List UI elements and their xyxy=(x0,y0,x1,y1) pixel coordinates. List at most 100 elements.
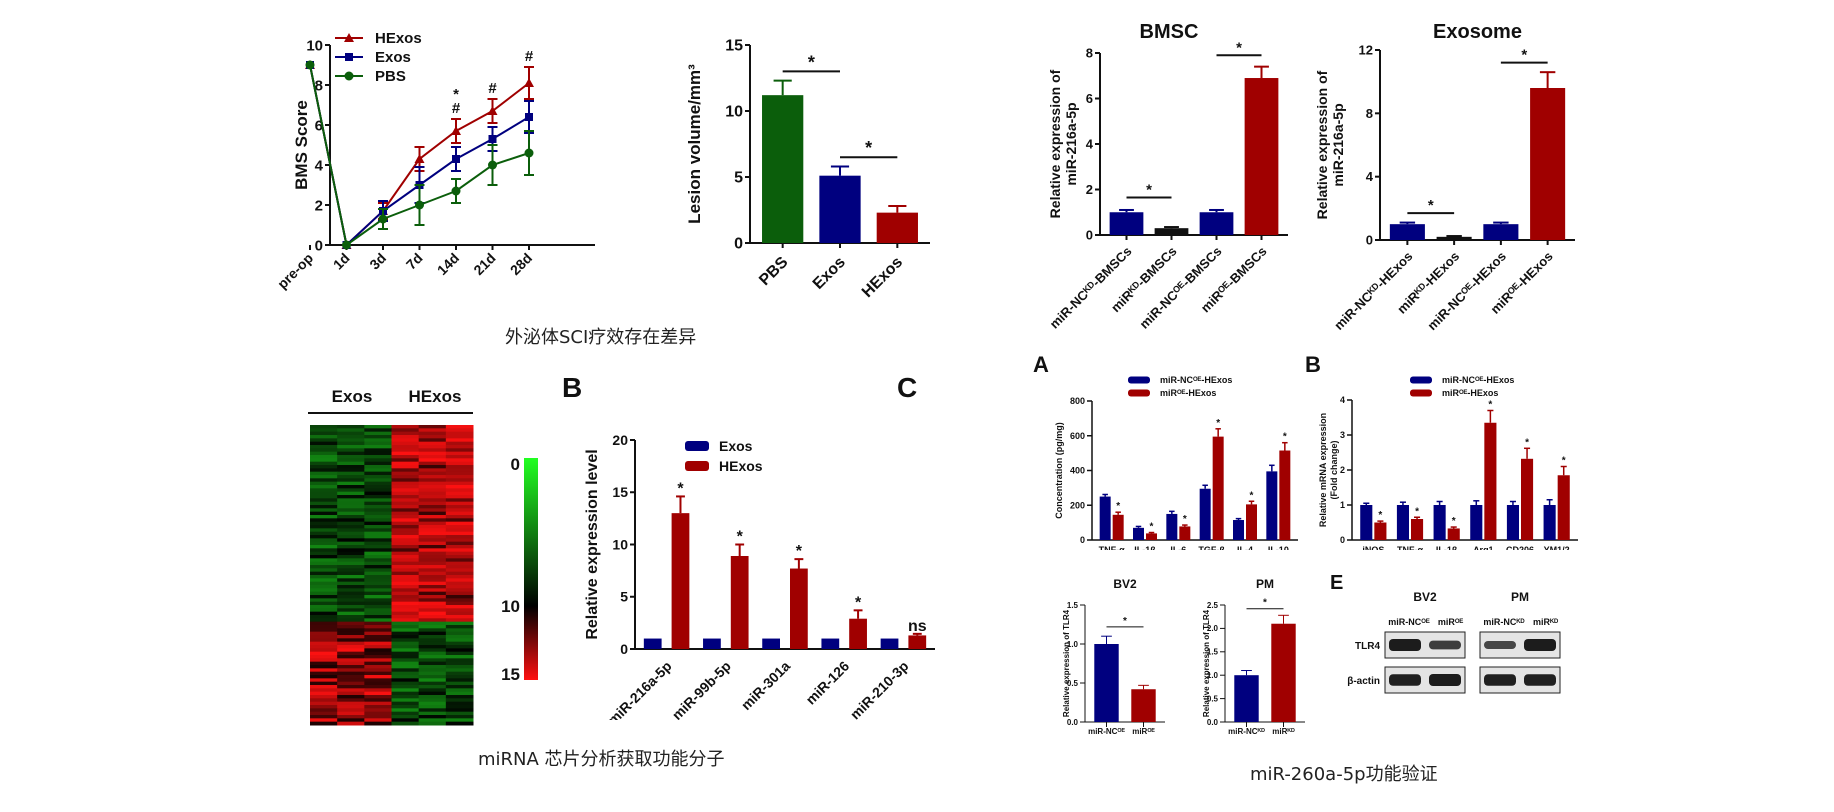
heatmap-cell xyxy=(310,615,338,619)
heatmap-cell xyxy=(337,698,365,703)
heatmap-cell xyxy=(445,538,474,543)
heatmap-cell xyxy=(445,615,474,619)
heatmap-cell xyxy=(445,468,474,473)
heatmap-cell xyxy=(391,498,420,503)
x-tick-label: miR-216a-5p xyxy=(605,658,675,720)
heatmap-panel: Exos HExos 0 10 15 xyxy=(300,380,560,730)
x-tick-label: YM1/2 xyxy=(1544,545,1570,550)
heatmap-cell xyxy=(418,718,447,723)
y-tick-label: 0 xyxy=(620,641,628,657)
heatmap-cell xyxy=(445,465,474,469)
heatmap-cell xyxy=(418,698,447,703)
heatmap-cell xyxy=(391,568,420,573)
heatmap-cell xyxy=(391,435,420,439)
blot-lane-label: miRᴼᴱ xyxy=(1438,617,1464,627)
legend-swatch xyxy=(1128,389,1150,397)
bar-hexos xyxy=(790,568,808,649)
heatmap-cell xyxy=(445,428,474,433)
x-tick-label: HExos xyxy=(859,254,906,301)
heatmap-cell xyxy=(418,721,447,726)
bar-mir-hexos xyxy=(1557,475,1570,540)
heatmap-cell xyxy=(391,491,420,496)
heatmap-cell xyxy=(391,681,420,686)
heatmap-cell xyxy=(364,588,392,593)
heatmap-cell xyxy=(418,605,447,609)
heatmap-cell xyxy=(364,668,392,673)
y-tick-label: 0.5 xyxy=(1207,694,1219,703)
heatmap-cell xyxy=(418,441,447,446)
heatmap-cell xyxy=(364,431,392,436)
heatmap-cell xyxy=(445,535,474,539)
y-tick-label: 2.5 xyxy=(1207,601,1219,610)
bar-mir-hexos xyxy=(1447,528,1460,540)
heatmap-cell xyxy=(364,711,392,716)
heatmap-cell xyxy=(364,701,392,706)
heatmap-cell xyxy=(364,541,392,546)
heatmap-cell xyxy=(445,668,474,673)
heatmap-cell xyxy=(337,558,365,563)
y-tick-label: 600 xyxy=(1070,431,1085,441)
heatmap-cell xyxy=(310,525,338,529)
heatmap-cell xyxy=(445,488,474,493)
heatmap-cell xyxy=(445,715,474,719)
heatmap-cell xyxy=(364,631,392,636)
bar-hexos xyxy=(730,555,749,649)
bar-mir-nc-hexos xyxy=(1433,505,1446,540)
heatmap-cell xyxy=(337,585,365,589)
blot-band xyxy=(1389,674,1421,686)
x-tick-label: Arg1 xyxy=(1473,545,1494,550)
heatmap-cell xyxy=(364,601,392,606)
heatmap-cell xyxy=(391,695,420,699)
y-axis-label: Relative expression of TLR4 xyxy=(1062,609,1071,717)
heatmap-cell xyxy=(364,678,392,683)
heatmap-cell xyxy=(337,445,365,449)
significance-marker: * xyxy=(1250,490,1254,501)
heatmap-cell xyxy=(445,678,474,683)
heatmap-cell xyxy=(364,571,392,576)
heatmap-cell xyxy=(418,571,447,576)
heatmap-cell xyxy=(445,441,474,446)
heatmap-cell xyxy=(391,671,420,676)
significance-marker: * xyxy=(1146,181,1152,198)
data-point xyxy=(414,154,425,163)
data-point xyxy=(488,135,497,143)
heatmap-cell xyxy=(391,675,420,679)
heatmap-cell xyxy=(445,705,474,709)
heatmap-cell xyxy=(337,721,365,726)
heatmap-cell xyxy=(391,608,420,613)
heatmap-cell xyxy=(418,595,447,599)
blot-row-label: β-actin xyxy=(1347,676,1380,687)
y-tick-label: 0 xyxy=(734,236,743,253)
heatmap-cell xyxy=(391,515,420,519)
y-tick-label: 200 xyxy=(1070,500,1085,510)
heatmap-cell xyxy=(445,601,474,606)
heatmap-cell xyxy=(310,541,338,546)
bar-mir-hexos xyxy=(1484,422,1497,540)
heatmap-cell xyxy=(310,585,338,589)
bar xyxy=(1154,228,1189,235)
heatmap-cell xyxy=(391,495,420,499)
y-tick-label: 5 xyxy=(734,170,743,187)
heatmap-cell xyxy=(310,685,338,689)
heatmap-cell xyxy=(337,715,365,719)
legend-label: miR-NCᴼᴱ-HExos xyxy=(1160,375,1232,385)
bar xyxy=(1199,212,1234,235)
heatmap-cell xyxy=(445,621,474,626)
y-axis-label: Relative expression level xyxy=(584,449,601,639)
heatmap-cell xyxy=(364,718,392,723)
bar-hexos xyxy=(849,618,867,649)
heatmap-cell xyxy=(337,641,365,646)
bar-mir-hexos xyxy=(1146,533,1157,540)
y-tick-label: 0 xyxy=(1340,535,1345,545)
heatmap-cell xyxy=(418,651,447,656)
heatmap-cell xyxy=(310,638,338,643)
heatmap-cell xyxy=(418,488,447,493)
heatmap-cell xyxy=(391,658,420,663)
heatmap-cell xyxy=(445,445,474,449)
western-blot-panel: BV2 miR-NCᴼᴱ miRᴼᴱ PM miR-NCᴷᴰ miRᴷᴰ TLR4 β-act… xyxy=(1320,585,1580,705)
x-tick-label: IL-1β xyxy=(1134,545,1156,550)
colorbar-tick-label: 10 xyxy=(501,597,520,616)
heatmap-cell xyxy=(445,588,474,593)
heatmap-cell xyxy=(445,541,474,546)
heatmap-cell xyxy=(391,651,420,656)
